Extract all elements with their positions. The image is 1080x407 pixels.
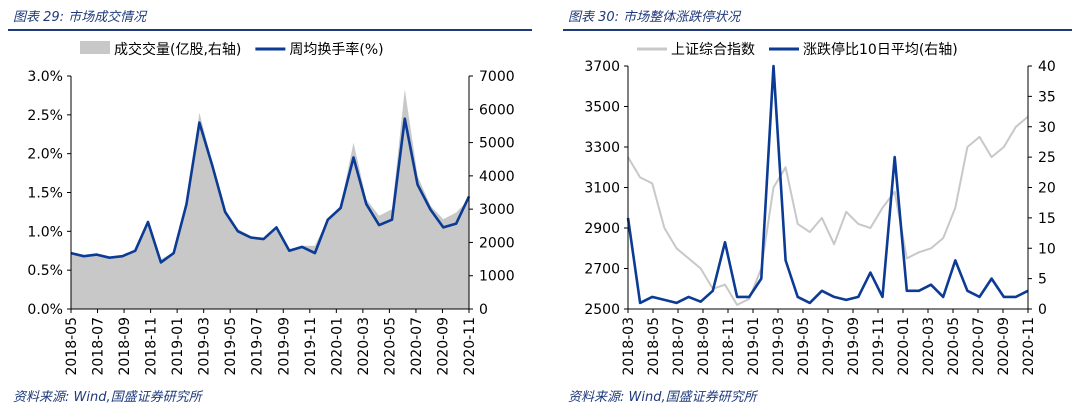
y-left-tick-label: 2700: [584, 262, 620, 278]
right-chart-panel: 图表 30: 市场整体涨跌停状况 2500 2700 2900 3100 3300 350…: [555, 0, 1080, 407]
x-tick-label: 2019-09: [276, 317, 292, 376]
x-tick-label: 2020-11: [1021, 317, 1037, 376]
left-chart-panel: 图表 29: 市场成交情况 0.0% 0.5% 1.0% 1.5% 2.0% 2.5% 3.…: [8, 10, 532, 405]
x-tick-label: 2020-07: [971, 317, 987, 376]
legend-label: 成交交量(亿股,右轴): [114, 41, 241, 58]
legend-label: 涨跌停比10日平均(右轴): [803, 41, 958, 58]
x-tick-label: 2019-09: [846, 317, 862, 376]
y-right-tick-label: 15: [1038, 211, 1056, 227]
y-right-tick-label: 0: [1038, 302, 1047, 318]
legend-swatch: [80, 41, 110, 54]
y-right-tick-label: 1000: [479, 269, 515, 285]
x-tick-label: 2018-11: [721, 317, 737, 376]
x-tick-label: 2020-05: [946, 317, 962, 376]
x-tick-label: 2020-11: [462, 317, 478, 376]
y-left-tick-label: 1.0%: [27, 224, 63, 240]
x-tick-label: 2020-07: [409, 317, 425, 376]
y-left-tick-label: 0.5%: [27, 263, 63, 279]
x-tick-label: 2019-11: [303, 317, 319, 376]
x-tick-label: 2019-05: [223, 317, 239, 376]
line-series: [626, 64, 1029, 305]
x-tick-label: 2018-05: [646, 317, 662, 376]
y-left-tick-label: 3100: [584, 181, 620, 197]
x-tick-label: 2019-11: [871, 317, 887, 376]
x-tick-label: 2020-09: [435, 317, 451, 376]
x-tick-label: 2019-01: [746, 317, 762, 376]
y-right-tick-label: 6000: [479, 102, 515, 118]
y-right-tick-label: 4000: [479, 169, 515, 185]
x-tick-label: 2020-03: [921, 317, 937, 376]
line-series: [70, 117, 471, 264]
y-right-tick-label: 5: [1038, 272, 1047, 288]
y-right-tick-label: 0: [479, 302, 488, 318]
x-tick-label: 2018-09: [117, 317, 133, 376]
y-right-tick-label: 30: [1038, 120, 1056, 136]
chart-title: 图表 30: 市场整体涨跌停状况: [568, 10, 741, 25]
x-tick-label: 2018-03: [621, 317, 637, 376]
x-tick-label: 2018-07: [671, 317, 687, 376]
legend-label: 上证综合指数: [671, 42, 755, 58]
x-tick-label: 2018-09: [696, 317, 712, 376]
source-note: 资料来源: Wind,国盛证券研究所: [13, 390, 202, 405]
x-tick-label: 2019-07: [250, 317, 266, 376]
title-rule: [563, 29, 1072, 31]
y-left-tick-label: 2.0%: [27, 147, 63, 163]
y-right-tick-label: 3000: [479, 202, 515, 218]
y-right-tick-label: 40: [1038, 59, 1056, 75]
x-tick-label: 2020-09: [996, 317, 1012, 376]
y-right-tick-label: 2000: [479, 235, 515, 251]
y-left-tick-label: 3500: [584, 100, 620, 116]
x-tick-label: 2019-03: [771, 317, 787, 376]
y-left-tick-label: 3300: [584, 140, 620, 156]
line-series: [627, 115, 1029, 306]
y-left-tick-label: 3700: [584, 59, 620, 75]
y-left-tick-label: 3.0%: [27, 69, 63, 85]
x-tick-label: 2019-03: [197, 317, 213, 376]
y-right-tick-label: 7000: [479, 69, 515, 85]
x-tick-label: 2020-01: [896, 317, 912, 376]
y-left-tick-label: 1.5%: [27, 186, 63, 202]
x-tick-label: 2020-05: [382, 317, 398, 376]
x-tick-label: 2020-03: [356, 317, 372, 376]
x-tick-label: 2019-07: [821, 317, 837, 376]
x-tick-label: 2018-11: [144, 317, 160, 376]
x-tick-label: 2020-01: [329, 317, 345, 376]
source-note: 资料来源: Wind,国盛证券研究所: [568, 390, 757, 405]
chart-title: 图表 29: 市场成交情况: [13, 10, 147, 25]
y-left-tick-label: 2500: [584, 302, 620, 318]
limit-up-down-chart: 2500 2700 2900 3100 3300 3500 3700 0 5 10 15 20 25 30…: [584, 41, 1056, 376]
y-left-tick-label: 2900: [584, 221, 620, 237]
y-left-tick-label: 2.5%: [27, 108, 63, 124]
y-right-tick-label: 25: [1038, 150, 1056, 166]
x-tick-label: 2018-05: [64, 317, 80, 376]
x-tick-label: 2019-05: [796, 317, 812, 376]
title-rule: [8, 29, 532, 31]
y-left-tick-label: 0.0%: [27, 302, 63, 318]
y-right-tick-label: 5000: [479, 136, 515, 152]
y-right-tick-label: 20: [1038, 181, 1056, 197]
legend-label: 周均换手率(%): [289, 41, 383, 58]
x-tick-label: 2019-01: [170, 317, 186, 376]
x-tick-label: 2018-07: [91, 317, 107, 376]
y-right-tick-label: 35: [1038, 89, 1056, 105]
turnover-chart: 0.0% 0.5% 1.0% 1.5% 2.0% 2.5% 3.0% 0 1000 2000 300…: [27, 41, 515, 376]
area-series: [71, 89, 469, 309]
y-right-tick-label: 10: [1038, 241, 1056, 257]
